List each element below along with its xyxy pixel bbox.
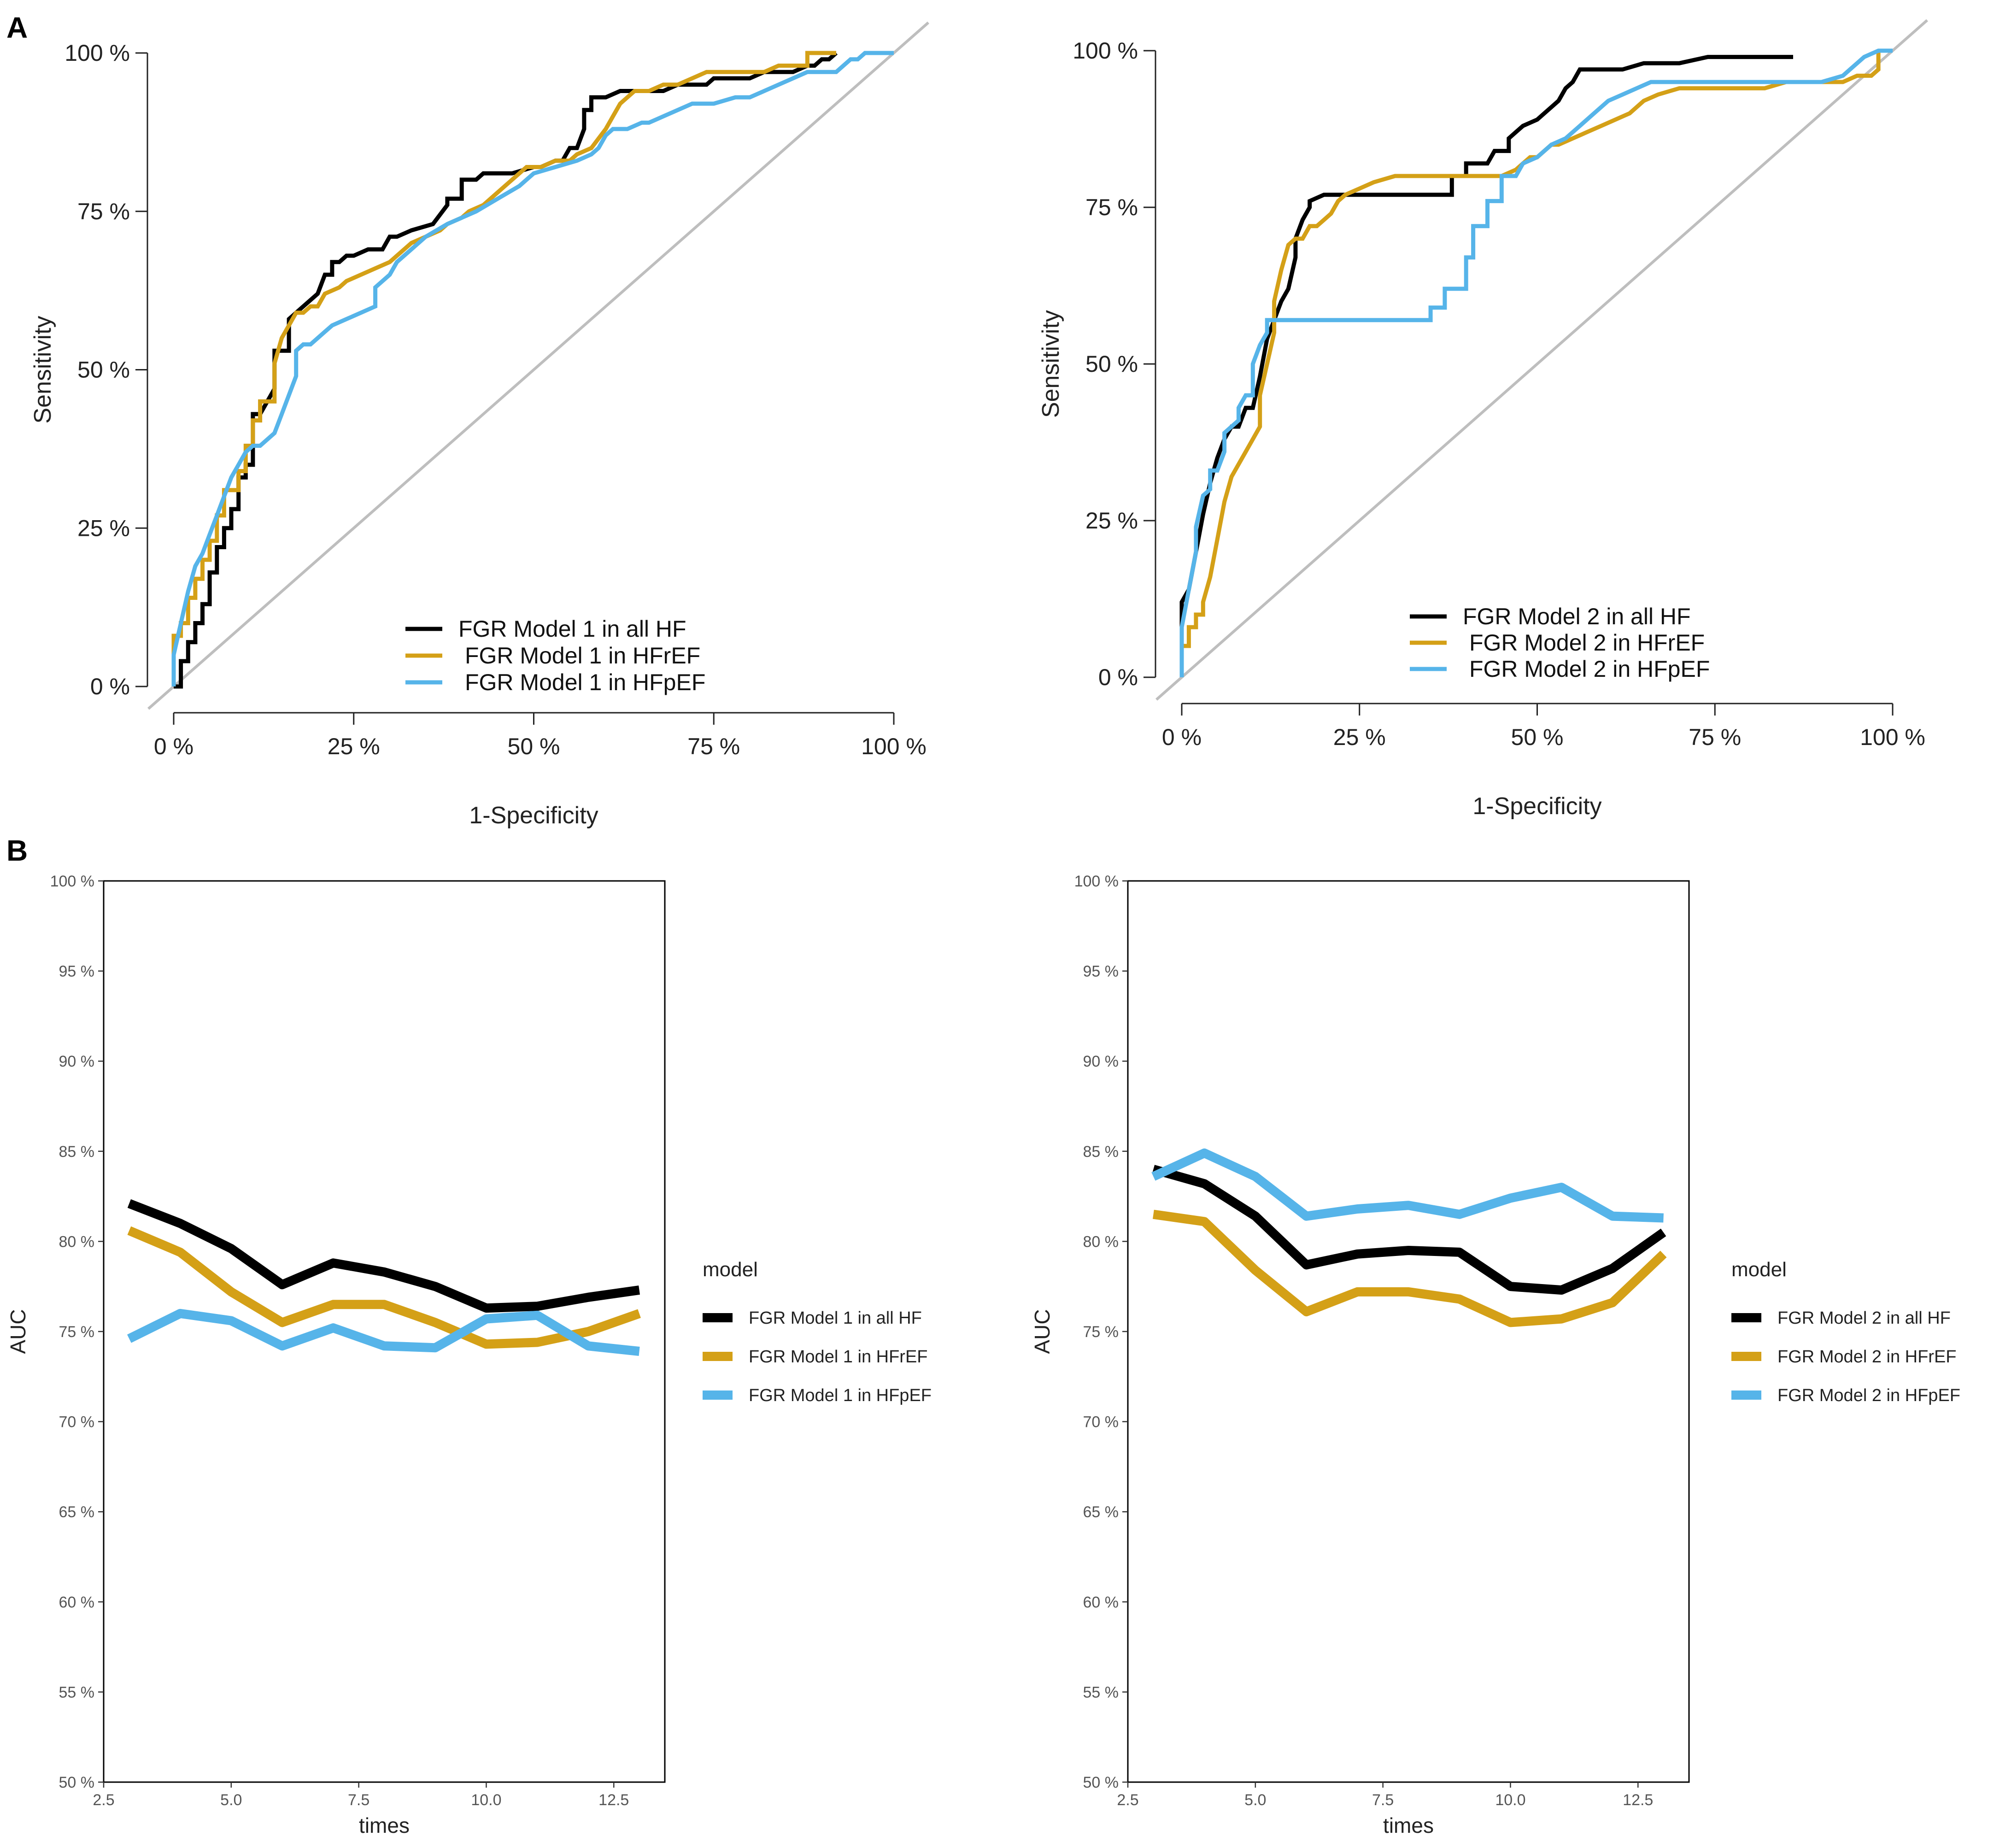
legend-label: FGR Model 1 in HFpEF [465, 669, 705, 695]
y-tick-label: 85 % [1083, 1143, 1119, 1161]
x-tick-label: 75 % [687, 733, 740, 759]
y-axis-title: Sensitivity [29, 316, 56, 423]
panel-b-label: B [6, 834, 28, 867]
legend-label: FGR Model 1 in all HF [749, 1308, 922, 1328]
y-tick-label: 90 % [1083, 1053, 1119, 1070]
y-tick-label: 70 % [59, 1414, 95, 1431]
y-tick-label: 60 % [1083, 1594, 1119, 1611]
x-tick-label: 10.0 [471, 1791, 501, 1809]
auc-chart-model-1: 50 % 55 % 60 % 65 % 70 % 75 % 80 % 85 % 90 % 95 %… [6, 873, 932, 1837]
y-axis-title: Sensitivity [1038, 310, 1064, 418]
y-tick-label: 70 % [1083, 1414, 1119, 1431]
x-tick-label: 2.5 [93, 1791, 114, 1809]
y-tick-label: 65 % [1083, 1503, 1119, 1521]
x-tick-label: 2.5 [1117, 1791, 1138, 1809]
y-tick-label: 75 % [1083, 1323, 1119, 1341]
legend-label: FGR Model 2 in HFpEF [1469, 656, 1710, 682]
x-tick-label: 50 % [1511, 724, 1564, 750]
legend-label: FGR Model 1 in all HF [458, 616, 686, 642]
x-tick-label: 7.5 [1372, 1791, 1394, 1809]
y-tick-label: 50 % [59, 1774, 95, 1791]
y-tick-label: 100 % [1073, 38, 1138, 64]
y-tick-label: 100 % [1074, 873, 1119, 890]
y-tick-label: 80 % [1083, 1233, 1119, 1250]
auc-line-hfpef [1151, 1148, 1664, 1223]
y-tick-label: 0 % [1098, 664, 1138, 690]
auc-line-hfpef [127, 1308, 640, 1356]
x-tick-label: 25 % [1333, 724, 1386, 750]
diagonal-reference-line [147, 21, 929, 710]
y-tick-label: 95 % [59, 963, 95, 980]
x-tick-label: 100 % [1860, 724, 1925, 750]
x-axis-title: times [359, 1813, 410, 1837]
y-tick-label: 50 % [1085, 351, 1138, 377]
y-tick-label: 75 % [77, 199, 130, 224]
legend-title: model [703, 1258, 758, 1281]
roc-chart-model-2: 0 % 25 % 50 % 75 % 100 % 0 % 25 % 50 % 75 % 100 %… [1038, 19, 1928, 820]
y-tick-label: 80 % [59, 1233, 95, 1250]
legend-label: FGR Model 2 in HFpEF [1777, 1386, 1960, 1405]
roc-curve-all-hf [174, 51, 838, 689]
plot-frame [1127, 880, 1690, 1783]
auc-line-hfref [127, 1226, 641, 1349]
auc-line-all-hf [1152, 1165, 1666, 1295]
legend-label: FGR Model 1 in HFrEF [749, 1347, 928, 1367]
y-tick-label: 60 % [59, 1594, 95, 1611]
y-tick-label: 25 % [77, 515, 130, 541]
y-axis-title: AUC [1030, 1309, 1054, 1354]
y-tick-label: 0 % [90, 674, 130, 699]
y-tick-label: 25 % [1085, 508, 1138, 534]
legend-label: FGR Model 2 in all HF [1777, 1308, 1951, 1328]
roc-curve-hfpef [171, 51, 894, 686]
roc-curve-hfpef [1179, 48, 1893, 677]
y-tick-label: 55 % [59, 1684, 95, 1701]
x-tick-label: 25 % [328, 733, 380, 759]
auc-line-all-hf [127, 1199, 640, 1313]
y-tick-label: 50 % [77, 357, 130, 383]
legend-label: FGR Model 2 in all HF [1463, 604, 1691, 629]
roc-curve-all-hf [1179, 55, 1793, 677]
x-tick-label: 100 % [861, 733, 927, 759]
x-tick-label: 0 % [1162, 724, 1202, 750]
legend-label: FGR Model 2 in HFrEF [1469, 630, 1705, 656]
auc-chart-model-2: 50 % 55 % 60 % 65 % 70 % 75 % 80 % 85 % 90 % 95 %… [1030, 873, 1960, 1837]
x-tick-label: 50 % [508, 733, 560, 759]
x-tick-label: 5.0 [220, 1791, 242, 1809]
x-tick-label: 75 % [1689, 724, 1741, 750]
legend-label: FGR Model 1 in HFrEF [465, 643, 700, 669]
y-tick-label: 55 % [1083, 1684, 1119, 1701]
panel-a-label: A [6, 11, 28, 44]
y-tick-label: 95 % [1083, 963, 1119, 980]
roc-curve-hfref [171, 51, 836, 686]
x-tick-label: 5.0 [1244, 1791, 1266, 1809]
x-axis-title: 1-Specificity [1472, 793, 1601, 820]
y-tick-label: 75 % [1085, 194, 1138, 220]
legend-title: model [1731, 1258, 1787, 1281]
y-tick-label: 100 % [50, 873, 94, 890]
auc-line-hfref [1152, 1209, 1667, 1327]
legend-label: FGR Model 1 in HFpEF [749, 1386, 932, 1405]
x-tick-label: 10.0 [1495, 1791, 1525, 1809]
y-tick-label: 100 % [65, 40, 130, 66]
x-tick-label: 0 % [154, 733, 194, 759]
roc-chart-model-1: 0 % 25 % 50 % 75 % 100 % 0 % 25 % 50 % 75 % 100 %… [29, 21, 929, 829]
y-axis-title: AUC [6, 1309, 30, 1354]
roc-curve-hfref [1179, 51, 1881, 677]
x-tick-label: 7.5 [348, 1791, 369, 1809]
y-tick-label: 65 % [59, 1503, 95, 1521]
y-tick-label: 85 % [59, 1143, 95, 1161]
y-tick-label: 75 % [59, 1323, 95, 1341]
y-tick-label: 50 % [1083, 1774, 1119, 1791]
x-tick-label: 12.5 [598, 1791, 629, 1809]
x-axis-title: 1-Specificity [469, 802, 598, 829]
x-tick-label: 12.5 [1623, 1791, 1653, 1809]
x-axis-title: times [1383, 1813, 1434, 1837]
diagonal-reference-line [1155, 19, 1928, 701]
y-tick-label: 90 % [59, 1053, 95, 1070]
legend-label: FGR Model 2 in HFrEF [1777, 1347, 1957, 1367]
